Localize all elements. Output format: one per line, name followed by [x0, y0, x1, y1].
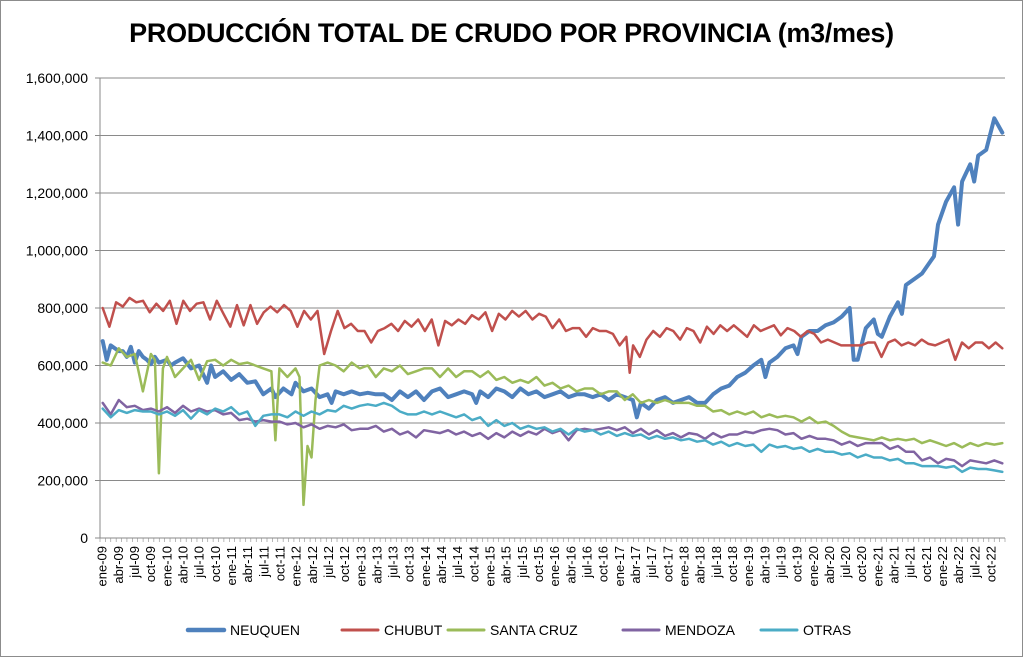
x-tick-label: jul-10	[192, 546, 207, 579]
x-tick-label: ene-17	[612, 546, 627, 586]
x-tick-label: jul-16	[580, 546, 595, 579]
x-axis-ticks: ene-09 abr-09 jul-09 oct-09 ene-10 abr-10 jul-…	[95, 538, 1006, 586]
legend: NEUQUEN CHUBUT SANTA CRUZ MENDOZA OTRAS	[185, 622, 851, 638]
x-tick-label: oct-15	[531, 546, 546, 582]
x-tick-label: abr-21	[887, 546, 902, 584]
x-tick-label: abr-16	[563, 546, 578, 584]
x-tick-label: abr-14	[434, 546, 449, 584]
x-tick-label: abr-17	[628, 546, 643, 584]
y-tick-label: 1,600,000	[26, 70, 88, 86]
x-tick-label: ene-16	[547, 546, 562, 586]
x-tick-label: ene-12	[289, 546, 304, 586]
x-tick-label: jul-19	[773, 546, 788, 579]
x-tick-label: abr-10	[175, 546, 190, 584]
y-tick-label: 1,200,000	[26, 185, 88, 201]
x-tick-label: abr-19	[757, 546, 772, 584]
x-tick-label: jul-15	[515, 546, 530, 579]
x-tick-label: jul-22	[967, 546, 982, 579]
x-tick-label: oct-13	[402, 546, 417, 582]
y-tick-label: 1,400,000	[26, 128, 88, 144]
x-tick-label: oct-22	[984, 546, 999, 582]
x-tick-label: jul-20	[838, 546, 853, 579]
x-tick-label: ene-15	[483, 546, 498, 586]
chart-title: PRODUCCIÓN TOTAL DE CRUDO POR PROVINCIA …	[129, 18, 894, 48]
legend-label: CHUBUT	[384, 622, 443, 638]
series-lines	[100, 116, 1005, 507]
x-tick-label: oct-19	[790, 546, 805, 582]
x-tick-label: ene-20	[806, 546, 821, 586]
legend-label: OTRAS	[803, 622, 851, 638]
x-tick-label: oct-16	[596, 546, 611, 582]
y-tick-label: 400,000	[37, 415, 88, 431]
x-tick-label: abr-13	[369, 546, 384, 584]
y-tick-label: 0	[80, 530, 88, 546]
x-tick-label: oct-20	[854, 546, 869, 582]
y-tick-label: 1,000,000	[26, 243, 88, 259]
x-tick-label: ene-13	[353, 546, 368, 586]
x-tick-label: jul-17	[644, 546, 659, 579]
x-tick-label: ene-19	[741, 546, 756, 586]
legend-label: MENDOZA	[665, 622, 736, 638]
x-tick-label: jul-14	[450, 546, 465, 579]
x-tick-label: jul-12	[321, 546, 336, 579]
legend-label: SANTA CRUZ	[490, 622, 578, 638]
series-line-neuquen	[100, 116, 1005, 420]
x-tick-label: abr-22	[951, 546, 966, 584]
x-tick-label: oct-18	[725, 546, 740, 582]
series-line-santa-cruz	[101, 347, 1004, 507]
x-tick-label: ene-11	[224, 546, 239, 586]
x-tick-label: abr-15	[499, 546, 514, 584]
x-tick-label: jul-11	[256, 546, 271, 578]
x-tick-label: jul-21	[903, 546, 918, 579]
x-tick-label: ene-22	[935, 546, 950, 586]
x-tick-label: ene-10	[159, 546, 174, 586]
x-tick-label: abr-09	[111, 546, 126, 584]
x-tick-label: abr-20	[822, 546, 837, 584]
x-tick-label: oct-14	[466, 546, 481, 582]
x-tick-label: oct-10	[208, 546, 223, 582]
series-line-chubut	[101, 296, 1004, 374]
x-tick-label: oct-17	[660, 546, 675, 582]
x-tick-label: jul-09	[127, 546, 142, 579]
x-tick-label: ene-18	[676, 546, 691, 586]
y-axis-ticks: 0 200,000 400,000 600,000 800,000 1,000,000 1,…	[26, 70, 100, 546]
x-tick-label: ene-09	[95, 546, 110, 586]
x-tick-label: abr-11	[240, 546, 255, 583]
legend-label: NEUQUEN	[230, 622, 300, 638]
x-tick-label: oct-09	[143, 546, 158, 582]
y-tick-label: 200,000	[37, 473, 88, 489]
x-tick-label: abr-18	[693, 546, 708, 584]
x-tick-label: ene-21	[870, 546, 885, 586]
x-tick-label: oct-21	[919, 546, 934, 582]
gridlines	[100, 77, 1005, 481]
series-line-otras	[101, 401, 1004, 474]
x-tick-label: oct-11	[272, 546, 287, 581]
x-tick-label: jul-18	[709, 546, 724, 579]
x-tick-label: oct-12	[337, 546, 352, 582]
y-tick-label: 600,000	[37, 358, 88, 374]
x-tick-label: jul-13	[386, 546, 401, 579]
x-tick-label: abr-12	[305, 546, 320, 584]
y-tick-label: 800,000	[37, 300, 88, 316]
x-tick-label: ene-14	[418, 546, 433, 586]
